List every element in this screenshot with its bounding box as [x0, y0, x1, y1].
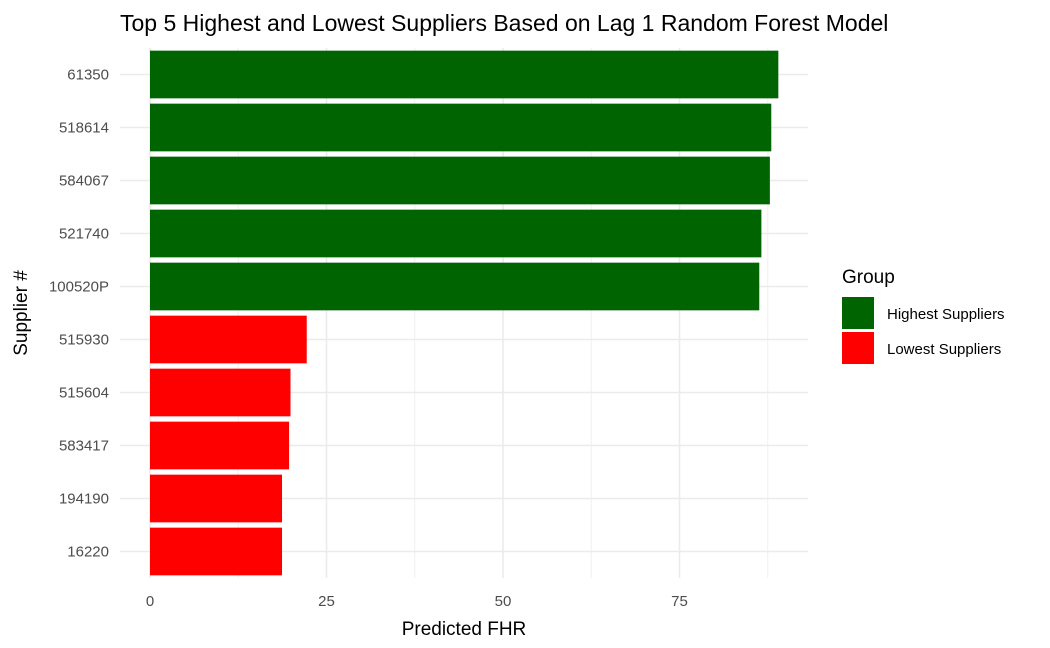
bar-16220 [150, 527, 283, 576]
bar-583417 [150, 421, 290, 470]
y-tick-label: 16220 [67, 544, 109, 561]
y-tick-label: 583417 [59, 438, 109, 455]
bar-194190 [150, 474, 283, 523]
y-tick-label: 194190 [59, 491, 109, 508]
y-tick-label: 515930 [59, 332, 109, 349]
bar-515604 [150, 368, 291, 417]
x-tick-label: 75 [671, 593, 688, 610]
y-tick-label: 61350 [67, 67, 109, 84]
bar-61350 [150, 50, 779, 99]
y-tick-label: 584067 [59, 173, 109, 190]
legend-label: Lowest Suppliers [887, 341, 1001, 358]
x-tick-label: 25 [318, 593, 335, 610]
bars [150, 50, 779, 576]
legend-swatch [842, 332, 874, 364]
bar-518614 [150, 103, 772, 152]
x-tick-label: 50 [495, 593, 512, 610]
y-tick-label: 100520P [49, 279, 109, 296]
bar-521740 [150, 209, 762, 258]
y-tick-label: 515604 [59, 385, 109, 402]
y-tick-labels: 61350 518614 584067 521740 100520P 515930 5156… [49, 67, 109, 561]
legend-swatch [842, 297, 874, 329]
bar-515930 [150, 315, 307, 364]
bar-584067 [150, 156, 770, 205]
x-tick-label: 0 [146, 593, 154, 610]
legend-title: Group [842, 267, 895, 288]
chart-title: Top 5 Highest and Lowest Suppliers Based… [120, 10, 888, 36]
legend: Group Highest Suppliers Lowest Suppliers [842, 267, 1005, 364]
y-tick-label: 518614 [59, 120, 109, 137]
x-tick-labels: 0 25 50 75 [146, 593, 688, 610]
legend-label: Highest Suppliers [887, 306, 1005, 323]
y-axis-title: Supplier # [11, 270, 32, 356]
y-tick-label: 521740 [59, 226, 109, 243]
x-axis-title: Predicted FHR [402, 619, 527, 640]
bar-100520P [150, 262, 760, 311]
